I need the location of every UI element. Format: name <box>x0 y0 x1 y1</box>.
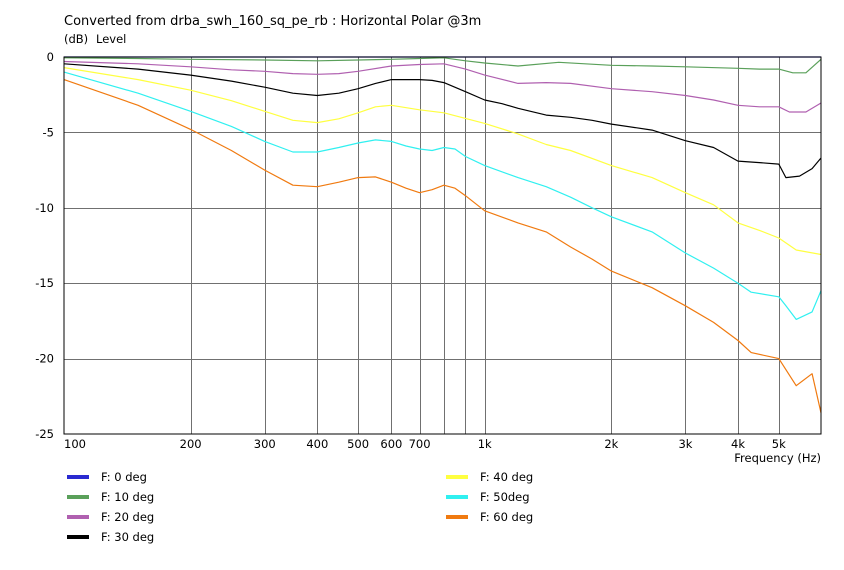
series-line <box>63 71 822 320</box>
y-tick-label: -10 <box>35 201 54 215</box>
y-tick-labels: 0 -5 -10 -15 -20 -25 <box>35 50 54 441</box>
y-tick-label: -5 <box>43 125 54 139</box>
x-tick-label: 2k <box>604 437 618 451</box>
x-tick-label: 1k <box>478 437 492 451</box>
y-axis-unit: (dB) <box>64 32 88 46</box>
x-tick-label: 3k <box>678 437 692 451</box>
x-tick-label: 100 <box>64 437 86 451</box>
x-tick-label: 200 <box>180 437 202 451</box>
series-line <box>63 63 822 179</box>
y-tick-label: -15 <box>35 276 54 290</box>
y-tick-label: -25 <box>35 427 54 441</box>
series-line <box>63 79 822 414</box>
grid <box>64 57 821 434</box>
series-line <box>63 60 822 113</box>
y-axis-label: Level <box>96 32 126 46</box>
y-tick-label: -20 <box>35 352 54 366</box>
x-tick-label: 5k <box>772 437 786 451</box>
x-tick-label: 700 <box>409 437 431 451</box>
x-tick-label: 500 <box>347 437 369 451</box>
series-line <box>63 67 822 256</box>
y-tick-label: 0 <box>47 50 54 64</box>
x-tick-label: 400 <box>306 437 328 451</box>
x-tick-labels: 100 200 300 400 500 600 700 1k 2k 3k 4k 5k <box>64 437 786 451</box>
chart-title: Converted from drba_swh_160_sq_pe_rb : H… <box>64 14 481 29</box>
x-tick-label: 4k <box>731 437 745 451</box>
x-tick-label: 300 <box>254 437 276 451</box>
plot-frame <box>63 56 822 435</box>
series-line <box>63 57 822 74</box>
x-axis-label: Frequency (Hz) <box>734 451 821 465</box>
x-tick-label: 600 <box>380 437 402 451</box>
